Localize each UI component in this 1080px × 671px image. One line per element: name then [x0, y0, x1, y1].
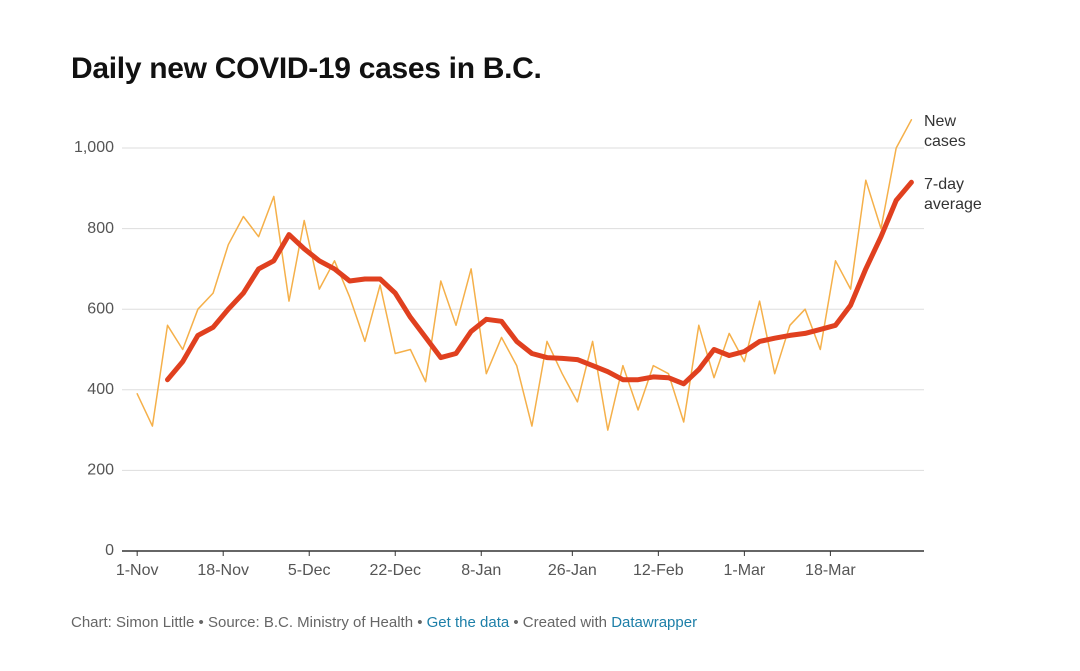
y-tick-label: 800: [87, 220, 114, 237]
series-line: [136, 119, 913, 431]
legend-label: New cases: [924, 113, 966, 150]
chart-title: Daily new COVID-19 cases in B.C.: [71, 52, 542, 85]
y-tick-label: 600: [87, 300, 114, 317]
credit: • Created with: [513, 614, 608, 631]
footer: Chart: Simon Little • Source: B.C. Minis…: [71, 614, 697, 631]
x-tick-label: 26-Jan: [548, 562, 597, 579]
x-tick-label: 22-Dec: [369, 562, 421, 579]
y-tick-label: 1,000: [74, 139, 114, 156]
series-line: [165, 179, 914, 387]
y-tick-label: 200: [87, 462, 114, 479]
x-tick-label: 1-Mar: [723, 562, 765, 579]
x-tick-label: 18-Mar: [805, 562, 856, 579]
datawrapper-link[interactable]: Datawrapper: [611, 614, 698, 631]
x-tick-label: 8-Jan: [461, 562, 501, 579]
x-tick-label: 18-Nov: [197, 562, 249, 579]
x-tick-label: 5-Dec: [288, 562, 331, 579]
y-tick-label: 0: [105, 542, 114, 559]
legend-label: 7-day average: [924, 176, 982, 213]
x-tick-label: 12-Feb: [633, 562, 684, 579]
y-tick-label: 400: [87, 381, 114, 398]
x-tick-label: 1-Nov: [116, 562, 159, 579]
credit: Chart: Simon Little • Source: B.C. Minis…: [71, 614, 423, 631]
data-link[interactable]: Get the data: [426, 614, 510, 631]
